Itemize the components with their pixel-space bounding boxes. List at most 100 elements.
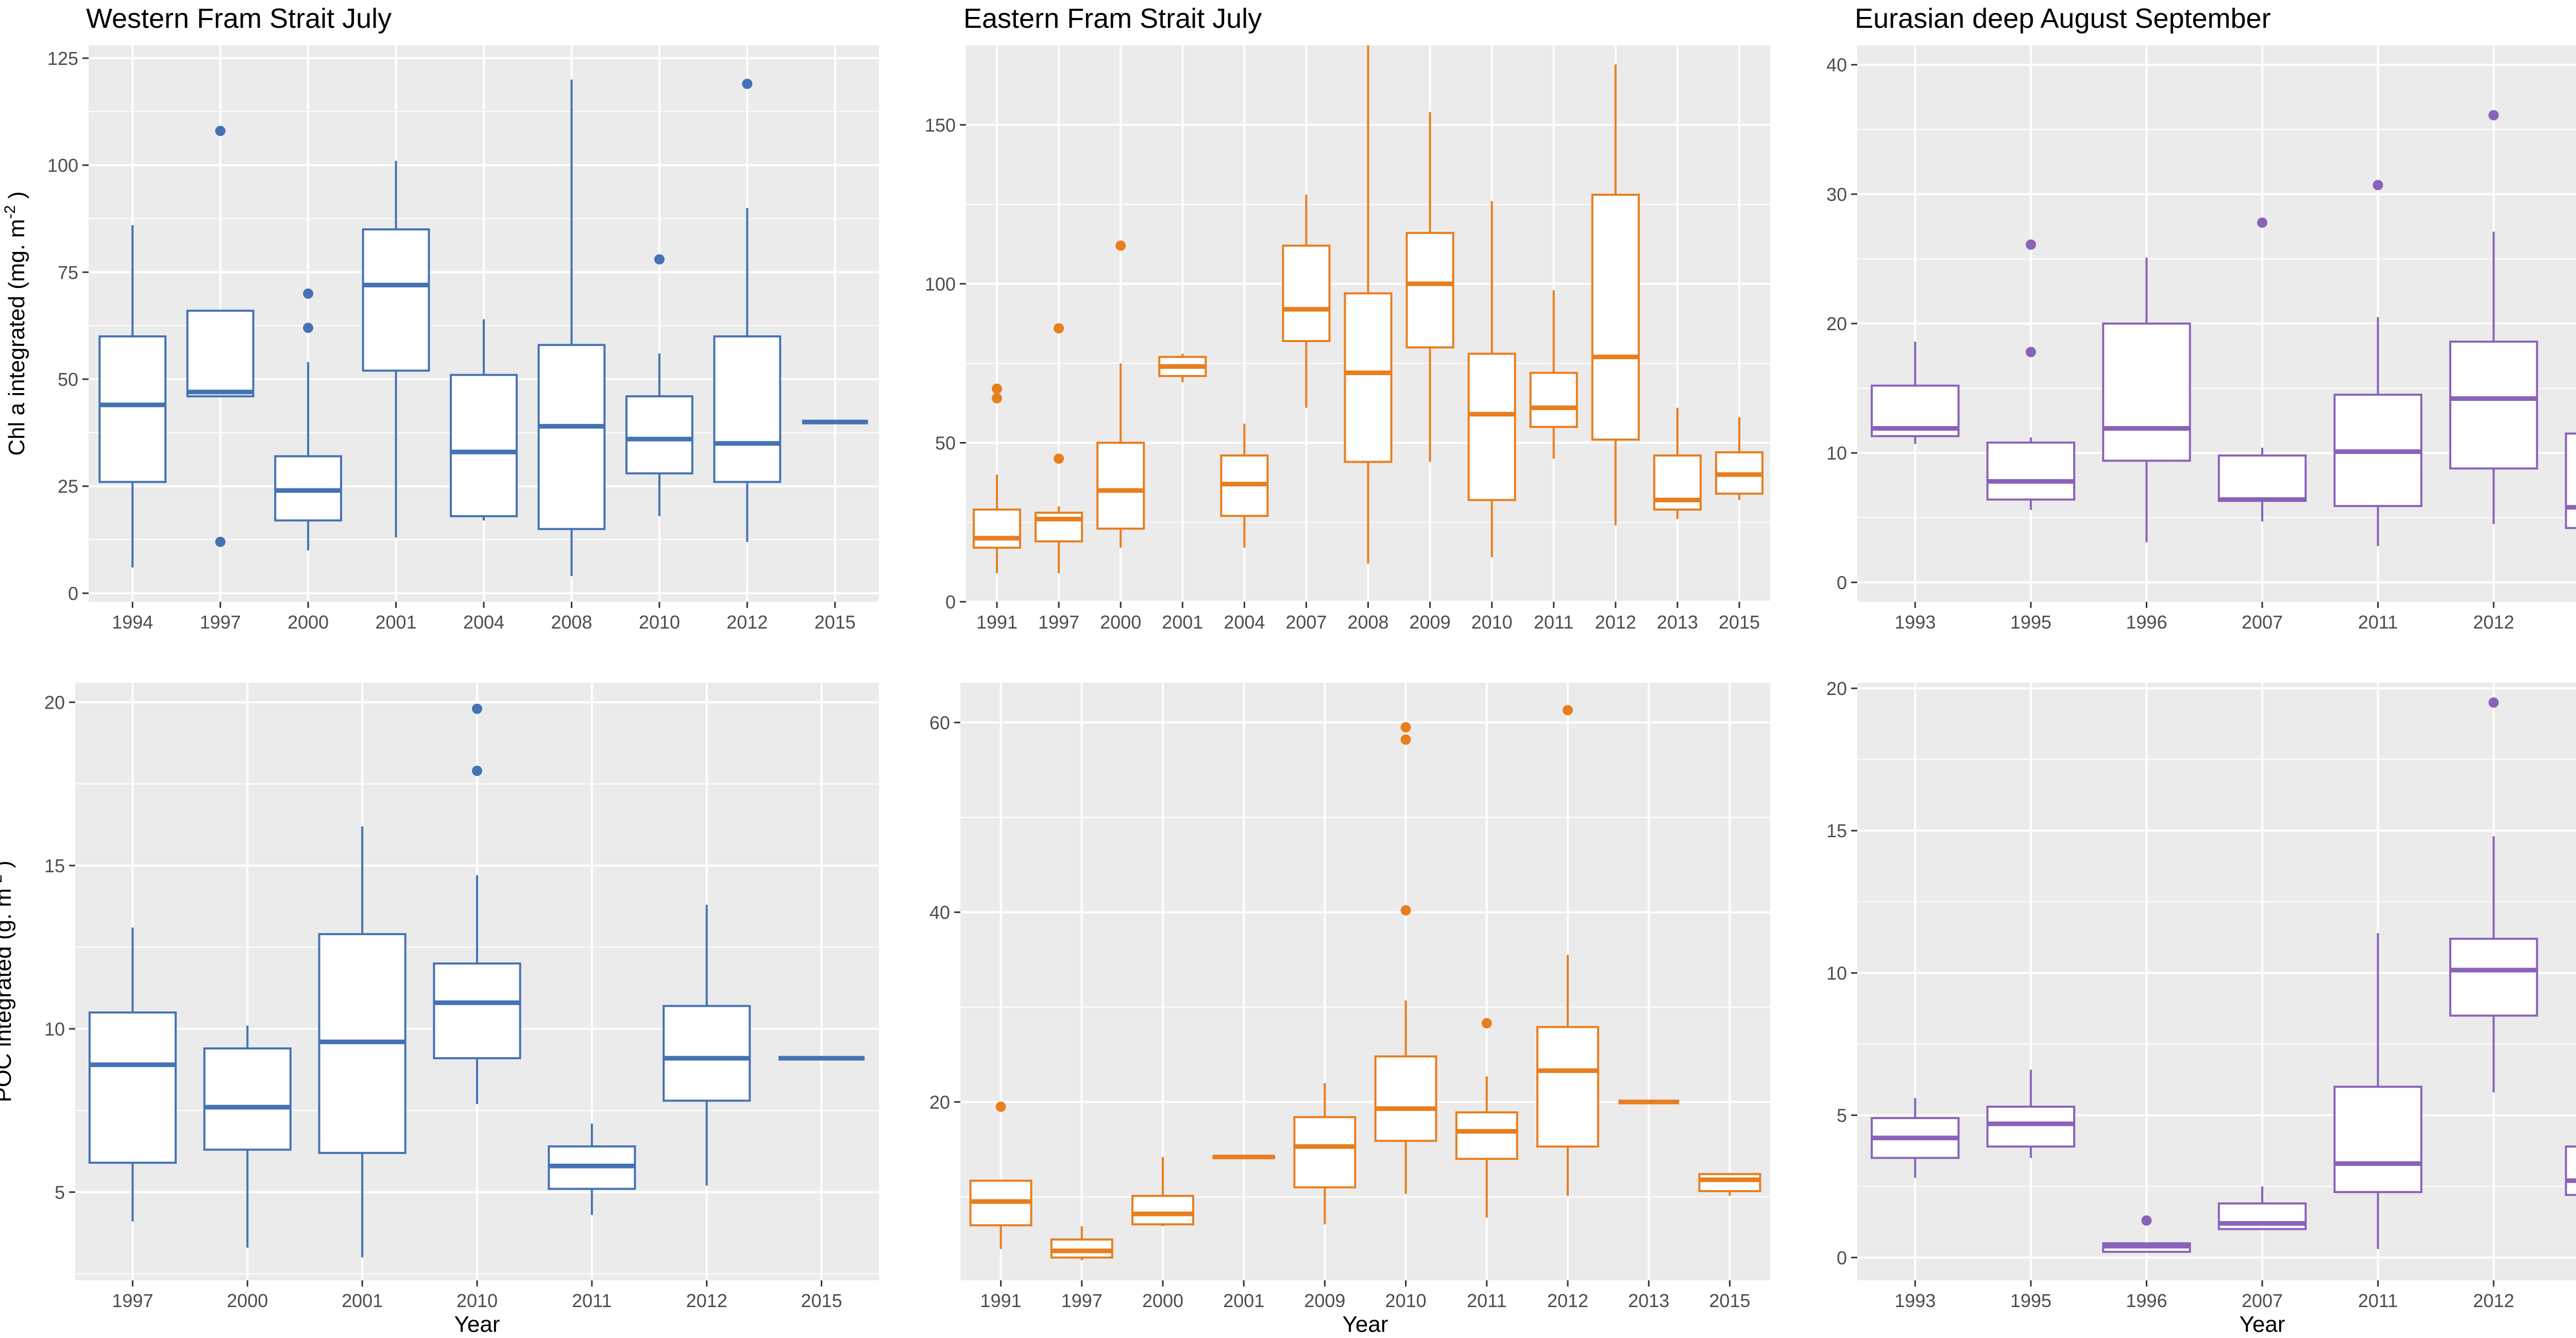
box-1997 bbox=[1035, 323, 1083, 573]
box-2009 bbox=[1293, 1083, 1357, 1225]
outlier-point bbox=[472, 703, 482, 714]
box-iqr bbox=[1986, 1106, 2076, 1148]
box-2009 bbox=[1405, 112, 1454, 462]
outlier-point bbox=[742, 78, 753, 89]
y-tick-label: 50 bbox=[58, 369, 78, 390]
box-2012 bbox=[713, 78, 782, 542]
box-iqr bbox=[1374, 1055, 1437, 1142]
y-tick-label: 150 bbox=[925, 114, 956, 136]
x-tick-label: 1997 bbox=[1061, 1290, 1103, 1311]
box-iqr bbox=[2102, 323, 2191, 462]
x-axis-label: Year bbox=[454, 1312, 500, 1337]
y-tick-label: 20 bbox=[929, 1092, 950, 1113]
box-1994 bbox=[98, 225, 167, 568]
x-tick-label: 1991 bbox=[976, 612, 1018, 633]
x-tick-label: 2015 bbox=[1709, 1290, 1750, 1311]
x-tick-label: 2010 bbox=[456, 1290, 498, 1311]
outlier-point bbox=[1563, 705, 1573, 716]
box-2011 bbox=[1529, 290, 1578, 459]
box-iqr bbox=[88, 1011, 177, 1164]
x-tick-label: 2015 bbox=[815, 612, 856, 633]
chart-title: Eastern Fram Strait July bbox=[963, 3, 1262, 34]
box-1996 bbox=[2102, 1215, 2191, 1253]
box-iqr bbox=[362, 228, 430, 372]
outlier-point bbox=[472, 766, 482, 776]
y-tick-label: 100 bbox=[925, 274, 956, 295]
box-2011 bbox=[2333, 180, 2422, 546]
box-2001 bbox=[1158, 353, 1207, 383]
box-iqr bbox=[1536, 1026, 1599, 1148]
chart-panel-eu_chl: 0102030401993199519962007201120122015Eur… bbox=[1826, 3, 2576, 633]
x-tick-label: 2004 bbox=[1224, 612, 1265, 633]
x-tick-label: 1997 bbox=[200, 612, 241, 633]
box-1995 bbox=[1986, 239, 2076, 510]
x-tick-label: 2007 bbox=[2242, 612, 2283, 633]
box-iqr bbox=[663, 1005, 751, 1102]
y-axis-label-end: ) bbox=[4, 191, 29, 205]
box-1991 bbox=[969, 1102, 1032, 1249]
x-tick-label: 2011 bbox=[572, 1290, 612, 1311]
x-axis-label: Year bbox=[1343, 1312, 1388, 1337]
box-2011 bbox=[548, 1123, 636, 1215]
x-tick-label: 2012 bbox=[1595, 612, 1636, 633]
box-iqr bbox=[2333, 1086, 2422, 1193]
box-iqr bbox=[625, 395, 693, 475]
box-iqr bbox=[98, 335, 167, 483]
x-tick-label: 2001 bbox=[376, 612, 417, 633]
y-tick-label: 40 bbox=[1826, 55, 1847, 76]
y-tick-label: 25 bbox=[58, 476, 78, 497]
box-2000 bbox=[203, 1025, 292, 1248]
y-tick-label: 10 bbox=[44, 1019, 65, 1040]
outlier-point bbox=[2025, 239, 2036, 250]
box-2008 bbox=[1344, 45, 1393, 564]
box-1997 bbox=[186, 126, 255, 547]
y-tick-label: 15 bbox=[44, 855, 65, 876]
box-iqr bbox=[1293, 1116, 1357, 1189]
y-axis-label-text: Chl a integrated (mg. m bbox=[4, 219, 29, 456]
x-tick-label: 2001 bbox=[342, 1290, 383, 1311]
box-iqr bbox=[537, 344, 606, 530]
x-tick-label: 1993 bbox=[1894, 1290, 1936, 1311]
chart-title: Western Fram Strait July bbox=[86, 3, 392, 34]
y-tick-label: 0 bbox=[1837, 572, 1847, 593]
x-tick-label: 1995 bbox=[2010, 612, 2052, 633]
outlier-point bbox=[1054, 323, 1064, 334]
x-axis-label: Year bbox=[2240, 1312, 2285, 1337]
x-tick-label: 2004 bbox=[463, 612, 504, 633]
outlier-point bbox=[2025, 347, 2036, 358]
y-axis-label-superscript: -2 bbox=[2, 205, 19, 219]
x-tick-label: 1996 bbox=[2126, 612, 2167, 633]
box-2001 bbox=[1212, 1155, 1276, 1160]
box-1993 bbox=[1871, 342, 1960, 444]
box-2010 bbox=[433, 703, 521, 1104]
y-axis-label: Chl a integrated (mg. m-2 ) bbox=[2, 191, 29, 455]
box-iqr bbox=[1455, 1111, 1518, 1160]
box-iqr bbox=[1096, 442, 1145, 530]
y-tick-label: 15 bbox=[1826, 820, 1847, 841]
chart-title: Eurasian deep August September bbox=[1855, 3, 2271, 34]
y-tick-label: 10 bbox=[1826, 443, 1847, 464]
outlier-point bbox=[303, 288, 314, 299]
y-tick-label: 60 bbox=[929, 712, 950, 733]
x-tick-label: 2013 bbox=[1657, 612, 1698, 633]
y-tick-label: 100 bbox=[47, 155, 78, 176]
outlier-point bbox=[995, 1102, 1006, 1112]
x-tick-label: 2012 bbox=[2473, 1290, 2514, 1311]
box-iqr bbox=[1344, 292, 1393, 463]
box-2010 bbox=[1374, 722, 1437, 1194]
x-tick-label: 2009 bbox=[1410, 612, 1451, 633]
box-iqr bbox=[2565, 1145, 2576, 1196]
outlier-point bbox=[303, 323, 314, 333]
box-iqr bbox=[1986, 442, 2076, 501]
box-2012 bbox=[2449, 697, 2538, 1093]
x-tick-label: 1994 bbox=[112, 612, 153, 633]
box-2012 bbox=[1591, 64, 1640, 526]
y-tick-label: 40 bbox=[929, 902, 950, 923]
box-iqr bbox=[2449, 938, 2538, 1017]
x-tick-label: 2011 bbox=[1467, 1290, 1506, 1311]
outlier-point bbox=[2488, 697, 2499, 708]
y-tick-label: 50 bbox=[935, 432, 956, 453]
box-2007 bbox=[2217, 1186, 2307, 1230]
box-iqr bbox=[1050, 1238, 1113, 1259]
